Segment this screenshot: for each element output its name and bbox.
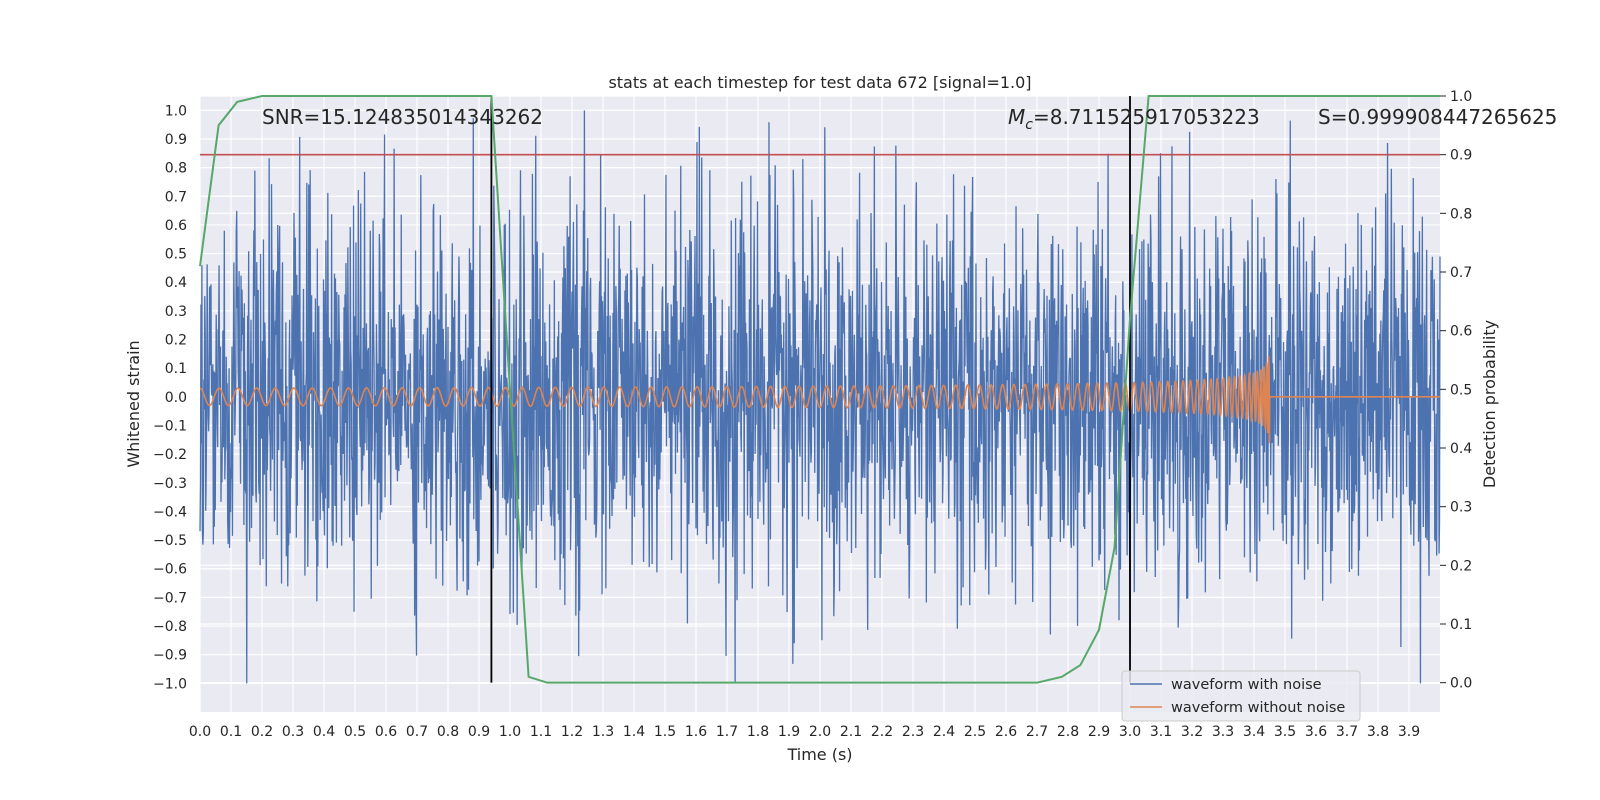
x-tick-label: 1.2 xyxy=(561,724,583,740)
y-tick-label: 0.3 xyxy=(165,304,187,320)
series-waveform-without-noise xyxy=(199,355,1440,444)
x-tick-label: 2.6 xyxy=(995,724,1017,740)
x-tick-label: 0.8 xyxy=(437,724,459,740)
x-tick-label: 0.1 xyxy=(220,724,242,740)
y2-tick-label: 0.0 xyxy=(1450,676,1472,692)
legend-label-clean: waveform without noise xyxy=(1171,700,1345,716)
chirp-mass-symbol: M xyxy=(1008,105,1025,129)
y-tick-label: −0.6 xyxy=(153,562,187,578)
x-tick-label: 2.0 xyxy=(809,724,831,740)
x-tick-label: 2.7 xyxy=(1026,724,1048,740)
x-tick-label: 3.8 xyxy=(1367,724,1389,740)
x-tick-label: 1.9 xyxy=(778,724,800,740)
y-tick-label: 0.4 xyxy=(165,275,187,291)
y2-tick-label: 0.7 xyxy=(1450,265,1472,281)
x-tick-label: 0.5 xyxy=(344,724,366,740)
x-tick-label: 2.1 xyxy=(840,724,862,740)
x-tick-labels: 0.0 0.1 0.2 0.3 0.4 0.5 0.6 0.7 0.8 0.9 1.0 1.1 1.2 1… xyxy=(189,724,1420,740)
y2-axis-label: Detection probability xyxy=(1480,320,1499,488)
x-tick-label: 0.7 xyxy=(406,724,428,740)
x-tick-label: 3.6 xyxy=(1305,724,1327,740)
y-tick-label: −0.7 xyxy=(153,590,187,606)
x-tick-label: 0.3 xyxy=(282,724,304,740)
clean-waveform-line xyxy=(199,355,1440,444)
x-tick-label: 3.1 xyxy=(1150,724,1172,740)
chart-title: stats at each timestep for test data 672… xyxy=(608,73,1031,92)
y-tick-label: −0.3 xyxy=(153,476,187,492)
y-tick-label: 0.7 xyxy=(165,189,187,205)
y-tick-label: −0.5 xyxy=(153,533,187,549)
x-axis-label: Time (s) xyxy=(786,745,852,764)
x-tick-label: 3.5 xyxy=(1274,724,1296,740)
y2-tick-label: 0.2 xyxy=(1450,558,1472,574)
y-axis-label: Whitened strain xyxy=(124,340,143,467)
snr-annotation: SNR=15.124835014343262 xyxy=(262,105,543,129)
chirp-mass-value: =8.711525917053223 xyxy=(1033,105,1260,129)
y2-tick-label: 0.9 xyxy=(1450,148,1472,164)
y2-tick-label: 0.1 xyxy=(1450,617,1472,633)
y2-tick-label: 0.8 xyxy=(1450,206,1472,222)
legend-label-noisy: waveform with noise xyxy=(1171,677,1322,693)
legend-box xyxy=(1121,670,1361,722)
x-tick-label: 2.3 xyxy=(902,724,924,740)
y-tick-label: 0.5 xyxy=(165,247,187,263)
detection-probability-line xyxy=(199,95,1440,684)
x-tick-label: 1.8 xyxy=(747,724,769,740)
y2-tick-label: 0.4 xyxy=(1450,441,1472,457)
x-tick-label: 1.4 xyxy=(623,724,645,740)
x-tick-label: 0.6 xyxy=(375,724,397,740)
y-tick-label: 1.0 xyxy=(165,103,187,119)
legend: waveform with noise waveform without noi… xyxy=(1121,670,1361,722)
x-tick-label: 0.4 xyxy=(313,724,335,740)
y2-tick-label: 0.6 xyxy=(1450,324,1472,340)
x-tick-label: 1.1 xyxy=(530,724,552,740)
y-tick-label: −0.8 xyxy=(153,619,187,635)
x-tick-label: 1.3 xyxy=(592,724,614,740)
y-tick-label: 0.1 xyxy=(165,361,187,377)
y2-tick-label: 0.3 xyxy=(1450,500,1472,516)
y-tick-label: 0.8 xyxy=(165,161,187,177)
y-tick-labels: 1.0 0.9 0.8 0.7 0.6 0.5 0.4 0.3 0.2 0.1 0.0 −0.1 −0.… xyxy=(153,103,187,692)
x-tick-label: 3.3 xyxy=(1212,724,1234,740)
y-tick-label: 0.6 xyxy=(165,218,187,234)
x-tick-label: 0.0 xyxy=(189,724,211,740)
y-tick-label: 0.2 xyxy=(165,333,187,349)
x-tick-label: 3.0 xyxy=(1119,724,1141,740)
x-tick-label: 1.7 xyxy=(716,724,738,740)
y-tick-label: −0.2 xyxy=(153,447,187,463)
y-tick-label: −0.9 xyxy=(153,648,187,664)
x-tick-label: 1.6 xyxy=(685,724,707,740)
s-annotation: S=0.999908447265625 xyxy=(1318,105,1557,129)
chirp-mass-annotation: Mc=8.711525917053223 xyxy=(1008,105,1260,133)
vertical-markers xyxy=(490,96,1131,683)
x-tick-label: 2.9 xyxy=(1088,724,1110,740)
y2-tick-labels: 1.0 0.9 0.8 0.7 0.6 0.5 0.4 0.3 0.2 0.1 0.0 xyxy=(1440,89,1472,692)
x-tick-label: 3.9 xyxy=(1398,724,1420,740)
x-tick-label: 3.7 xyxy=(1336,724,1358,740)
series-detection-probability xyxy=(199,95,1440,684)
noisy-waveform-line xyxy=(199,110,1441,684)
x-tick-label: 3.4 xyxy=(1243,724,1265,740)
series-waveform-with-noise xyxy=(199,110,1441,684)
y-tick-label: 0.9 xyxy=(165,132,187,148)
y-tick-label: −1.0 xyxy=(153,676,187,692)
x-tick-label: 2.2 xyxy=(871,724,893,740)
y-tick-label: 0.0 xyxy=(165,390,187,406)
y-tick-label: −0.4 xyxy=(153,504,187,520)
x-tick-label: 2.8 xyxy=(1057,724,1079,740)
x-tick-label: 2.5 xyxy=(964,724,986,740)
x-tick-label: 0.2 xyxy=(251,724,273,740)
chirp-mass-subscript: c xyxy=(1025,117,1033,133)
x-tick-label: 0.9 xyxy=(468,724,490,740)
y2-tick-label: 1.0 xyxy=(1450,89,1472,105)
y-tick-label: −0.1 xyxy=(153,418,187,434)
y2-tick-label: 0.5 xyxy=(1450,382,1472,398)
x-tick-label: 2.4 xyxy=(933,724,955,740)
x-tick-label: 1.0 xyxy=(499,724,521,740)
x-tick-label: 3.2 xyxy=(1181,724,1203,740)
x-tick-label: 1.5 xyxy=(654,724,676,740)
